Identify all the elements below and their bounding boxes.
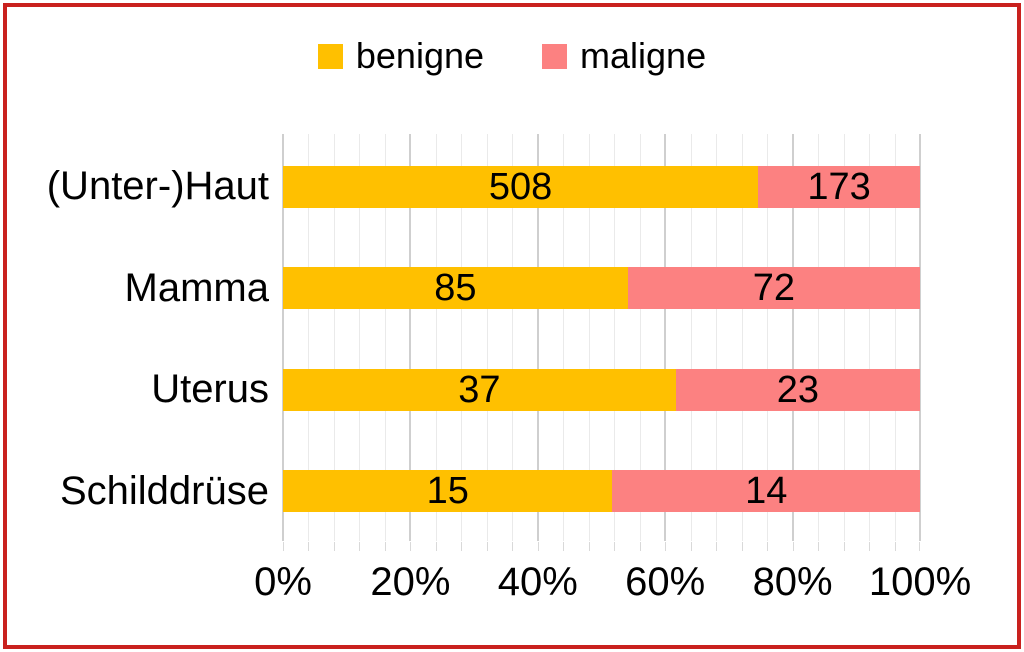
axis-tick [665,542,667,551]
legend: benigne maligne [0,38,1024,74]
legend-swatch-icon [317,43,343,69]
legend-label: maligne [580,35,707,76]
minor-gridline [435,134,437,541]
minor-gridline [563,134,565,541]
major-gridline [282,134,284,541]
axis-tick [767,542,769,551]
bar-segment-maligne: 14 [612,470,920,513]
category-label: Uterus [151,367,269,412]
legend-item-maligne: maligne [542,38,706,74]
minor-gridline [639,134,641,541]
minor-gridline [512,134,514,541]
legend-item-benigne: benigne [317,35,485,76]
plot-area [282,134,921,541]
stacked-bar: 15 14 [283,470,920,513]
minor-gridline [741,134,743,541]
minor-gridline [690,134,692,541]
axis-tick [588,542,590,551]
category-label: (Unter-)Haut [46,164,269,209]
bar-value-label: 23 [776,368,820,411]
minor-gridline [843,134,845,541]
legend-swatch-icon [542,43,568,69]
x-axis-tick-label: 20% [370,560,451,604]
axis-tick [410,542,412,551]
minor-gridline [333,134,335,541]
minor-gridline [359,134,361,541]
bar-value-label: 173 [807,165,871,208]
x-axis-tick-label: 40% [497,560,578,604]
x-axis-labels: 0% 20% 40% 60% 80% 100% [254,560,971,608]
bar-segment-benigne: 37 [283,368,676,411]
bar-value-label: 37 [458,368,501,411]
category-label: Mamma [124,265,269,310]
axis-tick [894,542,896,551]
axis-tick [639,542,641,551]
major-gridline [791,134,794,541]
bar-value-label: 508 [488,165,553,208]
axis-tick [384,542,386,551]
bar-segment-maligne: 72 [627,267,920,310]
chart-row: (Unter-)Haut 508 173 [10,136,920,238]
bar-segment-maligne: 23 [675,368,920,411]
bar-value-label: 72 [752,267,796,310]
minor-gridline [384,134,386,541]
x-axis-tick-label: 80% [752,560,833,604]
minor-gridline [614,134,616,541]
axis-tick [919,542,920,551]
axis-tick [869,542,871,551]
bar-value-label: 85 [434,267,477,310]
minor-gridline [461,134,463,541]
stacked-bar: 85 72 [283,267,920,310]
major-gridline [409,134,412,541]
minor-gridline [308,134,310,541]
x-axis-tick-label: 60% [625,560,706,604]
major-gridline [919,134,921,541]
axis-tick [359,542,361,551]
stacked-bar: 508 173 [283,165,920,208]
legend-label: benigne [355,35,485,76]
axis-tick [614,542,616,551]
bar-value-label: 15 [426,470,469,513]
minor-gridline [894,134,896,541]
minor-gridline [716,134,718,541]
minor-gridline [767,134,769,541]
axis-tick [741,542,743,551]
bar-segment-benigne: 85 [283,267,628,310]
bar-segment-benigne: 508 [283,165,759,208]
major-gridline [664,134,667,541]
minor-gridline [818,134,820,541]
stacked-bar: 37 23 [283,368,920,411]
axis-tick [716,542,718,551]
axis-tick [512,542,514,551]
axis-tick [792,542,794,551]
axis-tick [283,542,284,551]
chart-row: Uterus 37 23 [10,339,920,441]
minor-gridline [486,134,488,541]
chart-row: Schilddrüse 15 14 [10,441,920,543]
axis-tick [563,542,565,551]
minor-gridline [869,134,871,541]
x-axis-ticks [283,542,920,551]
axis-tick [690,542,692,551]
chart-row: Mamma 85 72 [10,238,920,340]
bar-value-label: 14 [745,470,788,513]
axis-tick [461,542,463,551]
category-label: Schilddrüse [59,468,269,513]
bar-segment-maligne: 173 [758,165,920,208]
x-axis-tick-label: 0% [254,560,312,604]
axis-tick [843,542,845,551]
axis-tick [818,542,820,551]
axis-tick [537,542,539,551]
axis-tick [435,542,437,551]
major-gridline [536,134,539,541]
x-axis-tick-label: 100% [868,560,972,604]
axis-tick [486,542,488,551]
axis-tick [308,542,310,551]
minor-gridline [588,134,590,541]
axis-tick [333,542,335,551]
bar-segment-benigne: 15 [283,470,613,513]
bar-rows: (Unter-)Haut 508 173 Mamma 85 72 Uterus 37 23 Sch… [10,136,920,542]
